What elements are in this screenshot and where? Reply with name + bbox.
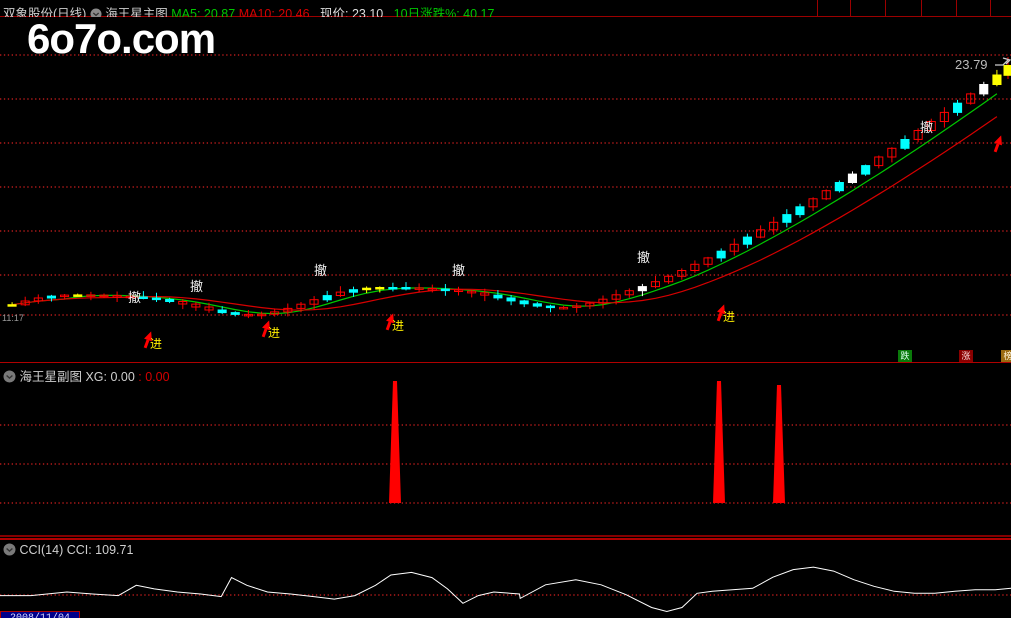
svg-text:6o7o.com: 6o7o.com — [27, 15, 215, 62]
